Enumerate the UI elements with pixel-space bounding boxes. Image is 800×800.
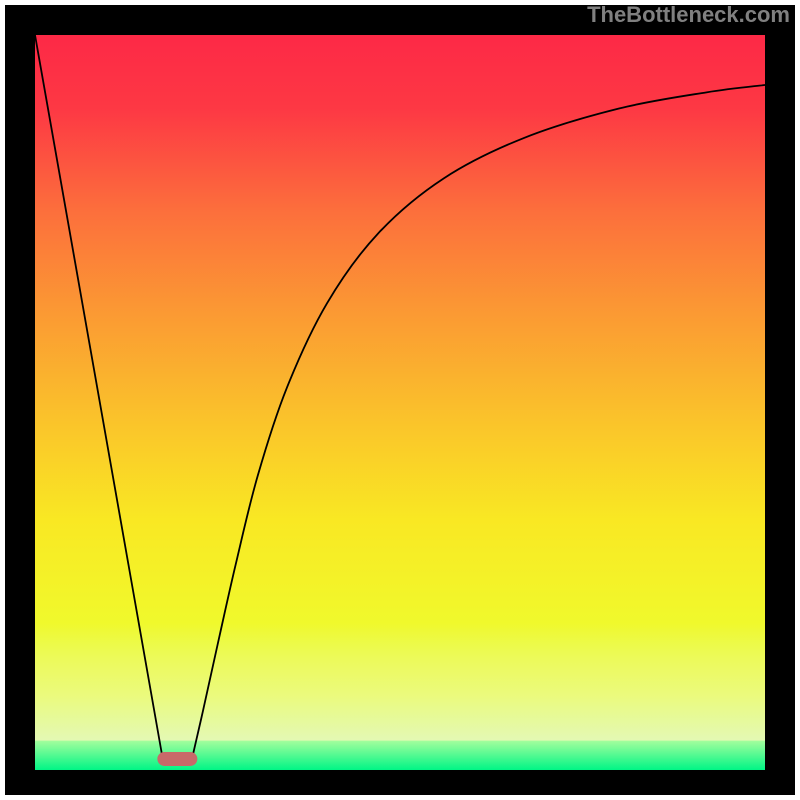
attribution-text: TheBottleneck.com — [587, 2, 790, 28]
threshold-band — [35, 623, 765, 741]
optimal-marker — [157, 752, 197, 766]
bottleneck-chart — [0, 0, 800, 800]
